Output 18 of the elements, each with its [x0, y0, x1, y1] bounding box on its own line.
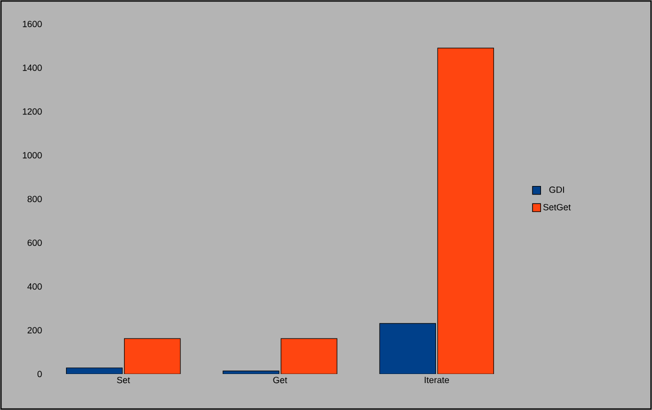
y-tick-label: 800	[28, 196, 42, 202]
y-tick-label: 1600	[22, 20, 42, 28]
legend-label: SetGet	[543, 204, 571, 210]
legend-label: GDI	[549, 186, 564, 193]
y-tick-label: 1400	[22, 64, 42, 71]
bar	[280, 338, 338, 374]
y-tick-label: 400	[27, 283, 42, 290]
y-tick-label: 200	[28, 327, 42, 334]
x-tick-label: Set	[117, 376, 130, 384]
x-tick-label: Get	[273, 376, 288, 384]
bar	[124, 338, 181, 374]
bar	[379, 323, 436, 374]
y-tick-label: 0	[38, 370, 42, 378]
y-tick-label: 1000	[22, 152, 42, 158]
y-tick-label: 600	[28, 240, 42, 246]
y-tick-label: 1200	[22, 108, 42, 115]
x-tick-label: Iterate	[424, 376, 449, 384]
bar	[437, 48, 494, 374]
